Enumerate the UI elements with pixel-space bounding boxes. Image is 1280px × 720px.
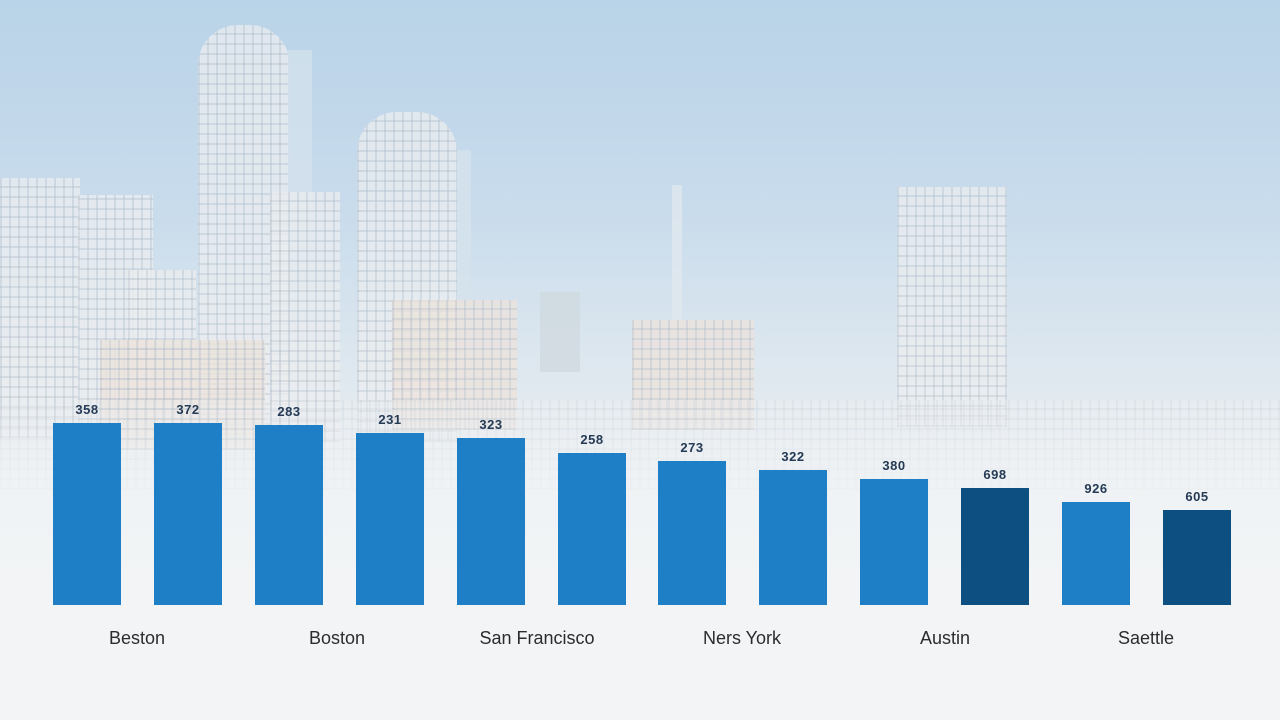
bar-value-label: 231: [378, 412, 402, 427]
bar-value-label: 380: [882, 458, 906, 473]
category-label: Boston: [308, 628, 366, 648]
category-label: Saettle: [1117, 628, 1175, 648]
bar: [1062, 502, 1130, 605]
bar: [154, 423, 222, 605]
bar: [1163, 510, 1231, 605]
bar-value-label: 283: [277, 404, 301, 419]
bar-value-label: 698: [983, 467, 1007, 482]
bar: [759, 470, 827, 605]
bar-value-label: 358: [75, 402, 99, 417]
bar: [658, 461, 726, 605]
category-label: Beston: [108, 628, 166, 648]
bar: [961, 488, 1029, 605]
bar-value-label: 323: [479, 417, 503, 432]
category-label: Austin: [919, 628, 971, 648]
bar: [255, 425, 323, 605]
category-label: San Francisco: [479, 628, 595, 648]
bar: [53, 423, 121, 605]
bar-value-label: 926: [1084, 481, 1108, 496]
bar-value-label: 605: [1185, 489, 1209, 504]
bar-value-label: 273: [680, 440, 704, 455]
bar: [356, 433, 424, 605]
category-label: Ners York: [702, 628, 782, 648]
bar: [558, 453, 626, 605]
bar: [860, 479, 928, 605]
bar-value-label: 258: [580, 432, 604, 447]
bar-value-label: 322: [781, 449, 805, 464]
bar: [457, 438, 525, 605]
bar-value-label: 372: [176, 402, 200, 417]
